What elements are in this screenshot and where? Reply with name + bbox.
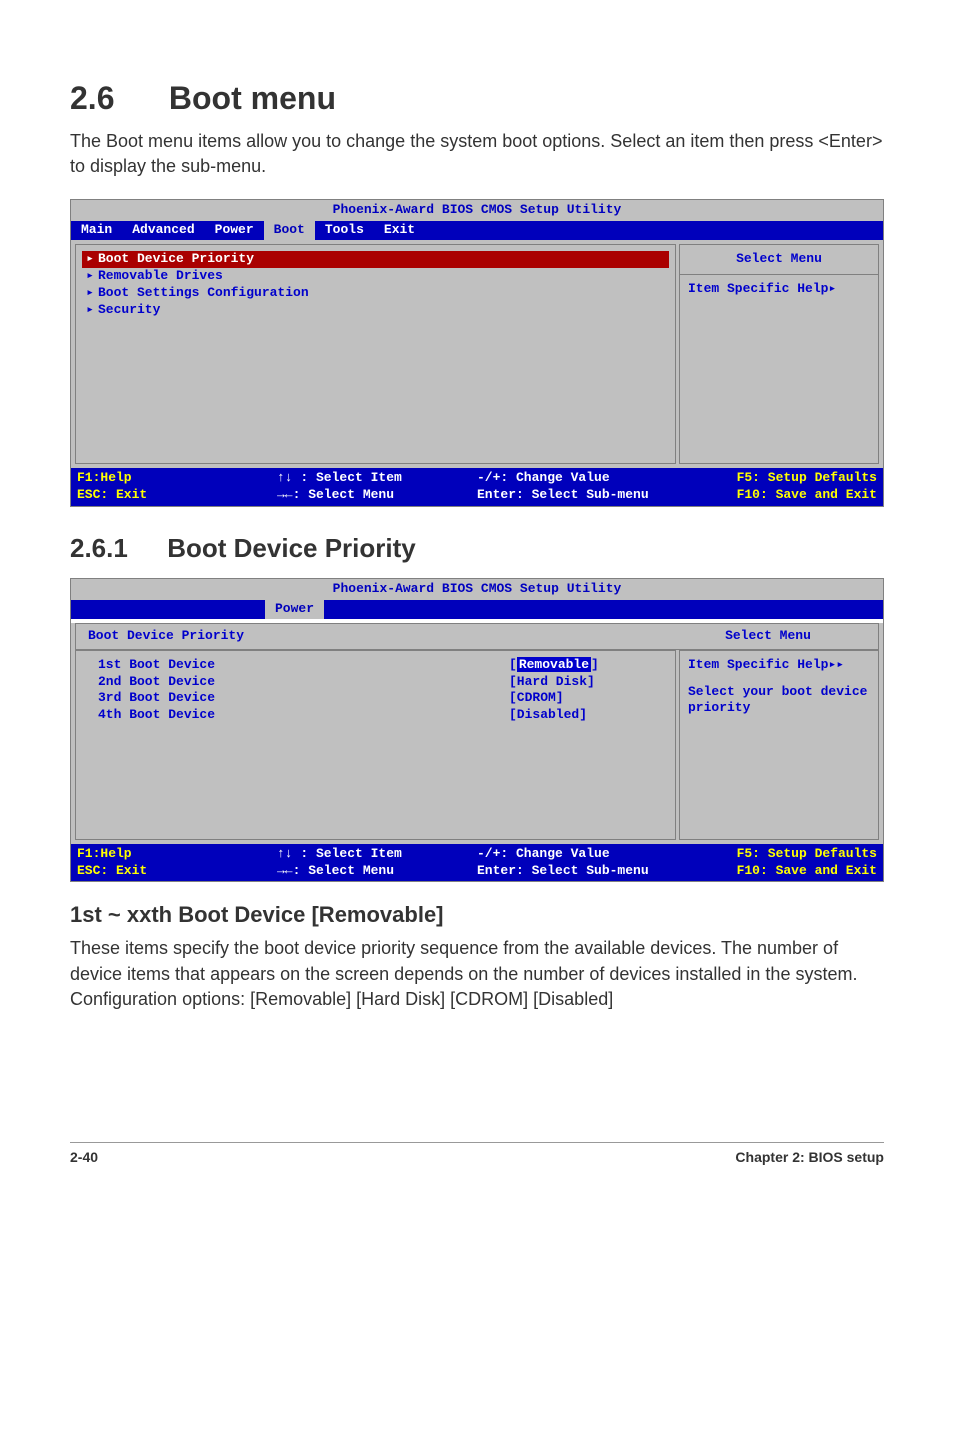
item-label: Boot Settings Configuration	[98, 285, 669, 302]
bios-left-panel: ▸ Boot Device Priority ▸ Removable Drive…	[75, 244, 676, 464]
help-header: Select Menu	[670, 628, 866, 645]
tab-tools: Tools	[315, 221, 374, 240]
footer-select-item: ↑↓ : Select Item	[277, 846, 477, 863]
help-text-1: Item Specific Help	[688, 657, 828, 672]
bios-menubar: Power	[71, 600, 883, 619]
footer-f5: F5: Setup Defaults	[737, 846, 877, 861]
bios-title: Phoenix-Award BIOS CMOS Setup Utility	[71, 579, 883, 600]
footer-f10: F10: Save and Exit	[737, 863, 877, 878]
help-body: Item Specific Help▸▸ Select your boot de…	[680, 651, 878, 839]
tab-exit: Exit	[374, 221, 425, 240]
bios-title: Phoenix-Award BIOS CMOS Setup Utility	[71, 200, 883, 221]
subsection-number: 2.6.1	[70, 533, 160, 564]
bios-screenshot-2: Phoenix-Award BIOS CMOS Setup Utility Po…	[70, 578, 884, 882]
footer-select-menu: →←: Select Menu	[277, 487, 477, 504]
item-label: 3rd Boot Device	[98, 690, 469, 707]
bios-menubar: Main Advanced Power Boot Tools Exit	[71, 221, 883, 240]
bios-footer: F1:Help ESC: Exit ↑↓ : Select Item →←: S…	[71, 468, 883, 506]
footer-f5: F5: Setup Defaults	[737, 470, 877, 485]
bios-subheader: Boot Device Priority Select Menu	[75, 623, 879, 650]
footer-enter: Enter: Select Sub-menu	[477, 487, 677, 504]
menu-item-security: ▸ Security	[82, 302, 669, 319]
menu-item-1st-boot: 1st Boot Device [Removable]	[82, 657, 669, 674]
footer-enter: Enter: Select Sub-menu	[477, 863, 677, 880]
help-arrow-icon: ▸	[828, 281, 836, 296]
item-value: [Removable]	[469, 657, 669, 674]
section-intro: The Boot menu items allow you to change …	[70, 129, 884, 179]
footer-change-value: -/+: Change Value	[477, 470, 677, 487]
item-label: 2nd Boot Device	[98, 674, 469, 691]
help-text-2: Select your boot device priority	[688, 684, 870, 718]
item-value: [Disabled]	[469, 707, 669, 724]
tab-advanced: Advanced	[122, 221, 204, 240]
item-label: 4th Boot Device	[98, 707, 469, 724]
footer-select-item: ↑↓ : Select Item	[277, 470, 477, 487]
item-label: 1st Boot Device	[98, 657, 469, 674]
footer-f10: F10: Save and Exit	[737, 487, 877, 502]
help-header: Select Menu	[680, 245, 878, 275]
item-label: Removable Drives	[98, 268, 669, 285]
bios-screenshot-1: Phoenix-Award BIOS CMOS Setup Utility Ma…	[70, 199, 884, 507]
footer-f1: F1:Help	[77, 470, 132, 485]
footer-change-value: -/+: Change Value	[477, 846, 677, 863]
footer-select-menu: →←: Select Menu	[277, 863, 477, 880]
caret-icon: ▸	[82, 268, 98, 285]
section-number: 2.6	[70, 80, 160, 117]
caret-icon: ▸	[82, 251, 98, 268]
menu-item-boot-settings: ▸ Boot Settings Configuration	[82, 285, 669, 302]
bios-footer: F1:Help ESC: Exit ↑↓ : Select Item →←: S…	[71, 844, 883, 882]
page-number: 2-40	[70, 1149, 98, 1165]
subheader-label: Boot Device Priority	[88, 628, 670, 645]
menu-item-boot-device-priority: ▸ Boot Device Priority	[82, 251, 669, 268]
menu-item-2nd-boot: 2nd Boot Device [Hard Disk]	[82, 674, 669, 691]
tab-main: Main	[71, 221, 122, 240]
bios-left-panel: 1st Boot Device [Removable] 2nd Boot Dev…	[75, 650, 676, 840]
tab-power: Power	[205, 221, 264, 240]
subsection-name: Boot Device Priority	[167, 533, 416, 563]
item-label: Boot Device Priority	[98, 251, 669, 268]
tab-power: Power	[265, 600, 324, 619]
sub-sub-body-1: These items specify the boot device prio…	[70, 936, 884, 986]
item-value: [Hard Disk]	[469, 674, 669, 691]
footer-esc: ESC: Exit	[77, 863, 147, 878]
footer-esc: ESC: Exit	[77, 487, 147, 502]
subsection-title: 2.6.1 Boot Device Priority	[70, 533, 884, 564]
tab-boot: Boot	[264, 221, 315, 240]
section-title: 2.6 Boot menu	[70, 80, 884, 117]
footer-f1: F1:Help	[77, 846, 132, 861]
menu-item-removable-drives: ▸ Removable Drives	[82, 268, 669, 285]
help-arrow-icon: ▸▸	[828, 657, 844, 672]
bios-help-panel: Select Menu Item Specific Help▸	[679, 244, 879, 464]
help-body: Item Specific Help▸	[680, 275, 878, 463]
item-value: [CDROM]	[469, 690, 669, 707]
item-label: Security	[98, 302, 669, 319]
page-footer: 2-40 Chapter 2: BIOS setup	[70, 1142, 884, 1165]
caret-icon: ▸	[82, 302, 98, 319]
menu-item-3rd-boot: 3rd Boot Device [CDROM]	[82, 690, 669, 707]
menu-item-4th-boot: 4th Boot Device [Disabled]	[82, 707, 669, 724]
bios-help-panel: Item Specific Help▸▸ Select your boot de…	[679, 650, 879, 840]
help-text: Item Specific Help	[688, 281, 828, 296]
sub-sub-title: 1st ~ xxth Boot Device [Removable]	[70, 902, 884, 928]
chapter-label: Chapter 2: BIOS setup	[735, 1149, 884, 1165]
sub-sub-body-2: Configuration options: [Removable] [Hard…	[70, 987, 884, 1012]
section-name: Boot menu	[169, 80, 336, 116]
value-text: Removable	[517, 657, 591, 672]
caret-icon: ▸	[82, 285, 98, 302]
